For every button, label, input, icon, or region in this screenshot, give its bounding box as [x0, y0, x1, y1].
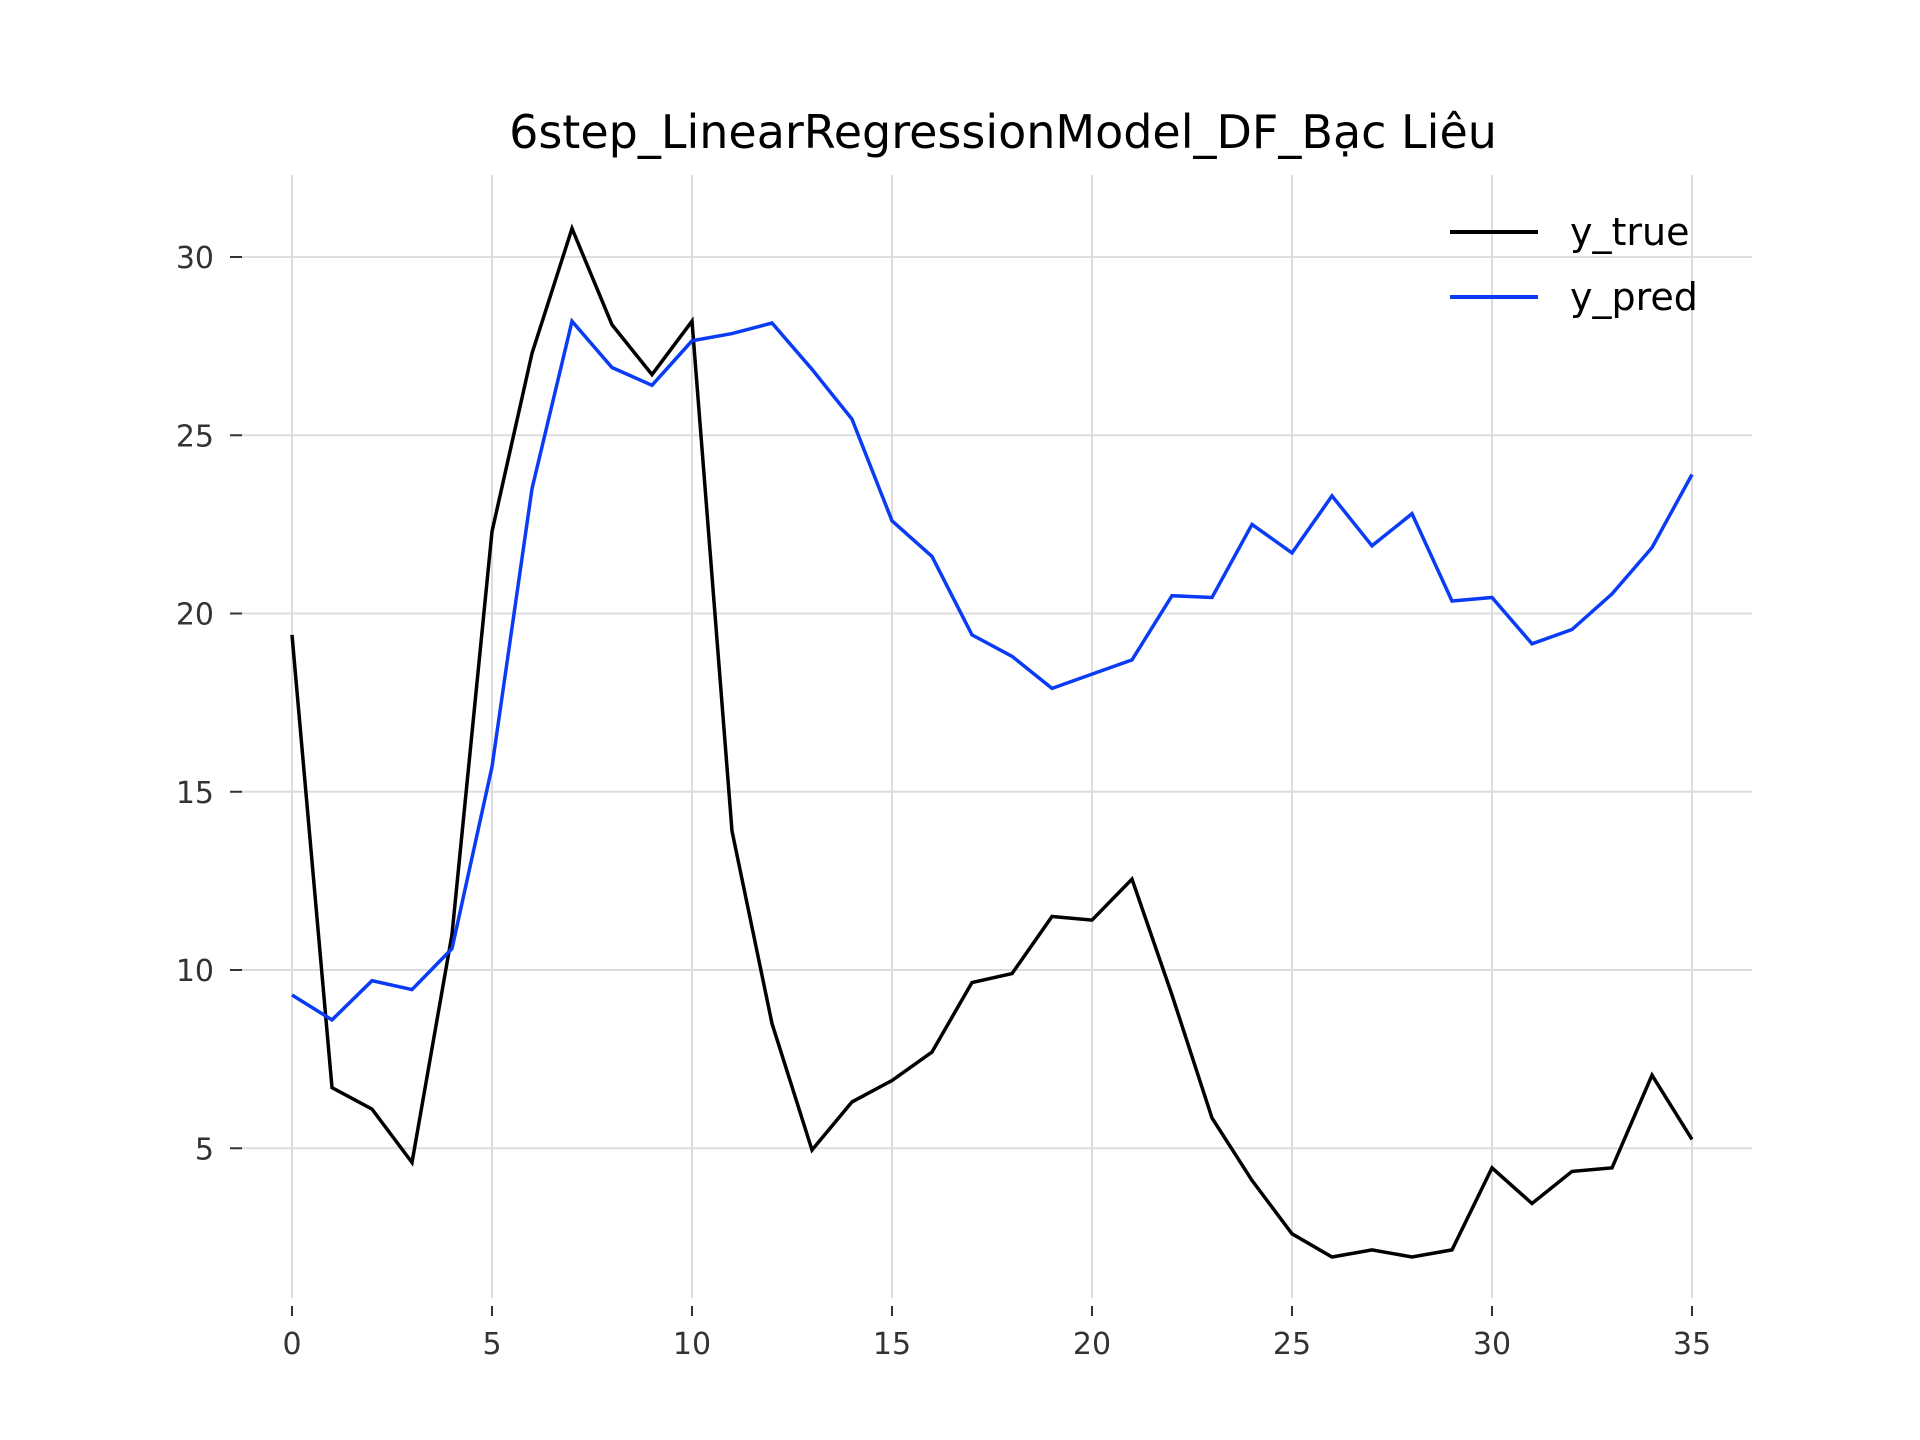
x-tick-label-15: 15 [873, 1327, 911, 1362]
legend-label-y-pred: y_pred [1570, 275, 1698, 319]
x-tick-label-30: 30 [1473, 1327, 1511, 1362]
x-tick-label-5: 5 [482, 1327, 501, 1362]
x-axis: 0 5 10 15 20 25 30 35 [282, 1306, 1711, 1362]
y-tick-label-20: 20 [176, 598, 214, 633]
y-tick-label-25: 25 [176, 419, 214, 454]
x-tick-label-25: 25 [1273, 1327, 1311, 1362]
grid-lines [242, 175, 1752, 1298]
series-line-y-pred [291, 317, 1694, 1023]
y-tick-label-5: 5 [195, 1132, 214, 1167]
series-group [290, 223, 1694, 1259]
legend-label-y-true: y_true [1570, 210, 1689, 254]
x-tick-label-10: 10 [673, 1327, 711, 1362]
legend: y_true y_pred [1450, 210, 1698, 319]
y-tick-label-30: 30 [176, 241, 214, 276]
x-tick-label-20: 20 [1073, 1327, 1111, 1362]
chart-title: 6step_LinearRegressionModel_DF_Bạc Liêu [509, 105, 1497, 159]
y-tick-label-10: 10 [176, 954, 214, 989]
x-tick-label-35: 35 [1673, 1327, 1711, 1362]
y-tick-label-15: 15 [176, 776, 214, 811]
y-axis: 5 10 15 20 25 30 [176, 241, 242, 1167]
series-line-y-true [290, 223, 1694, 1259]
x-tick-label-0: 0 [282, 1327, 301, 1362]
